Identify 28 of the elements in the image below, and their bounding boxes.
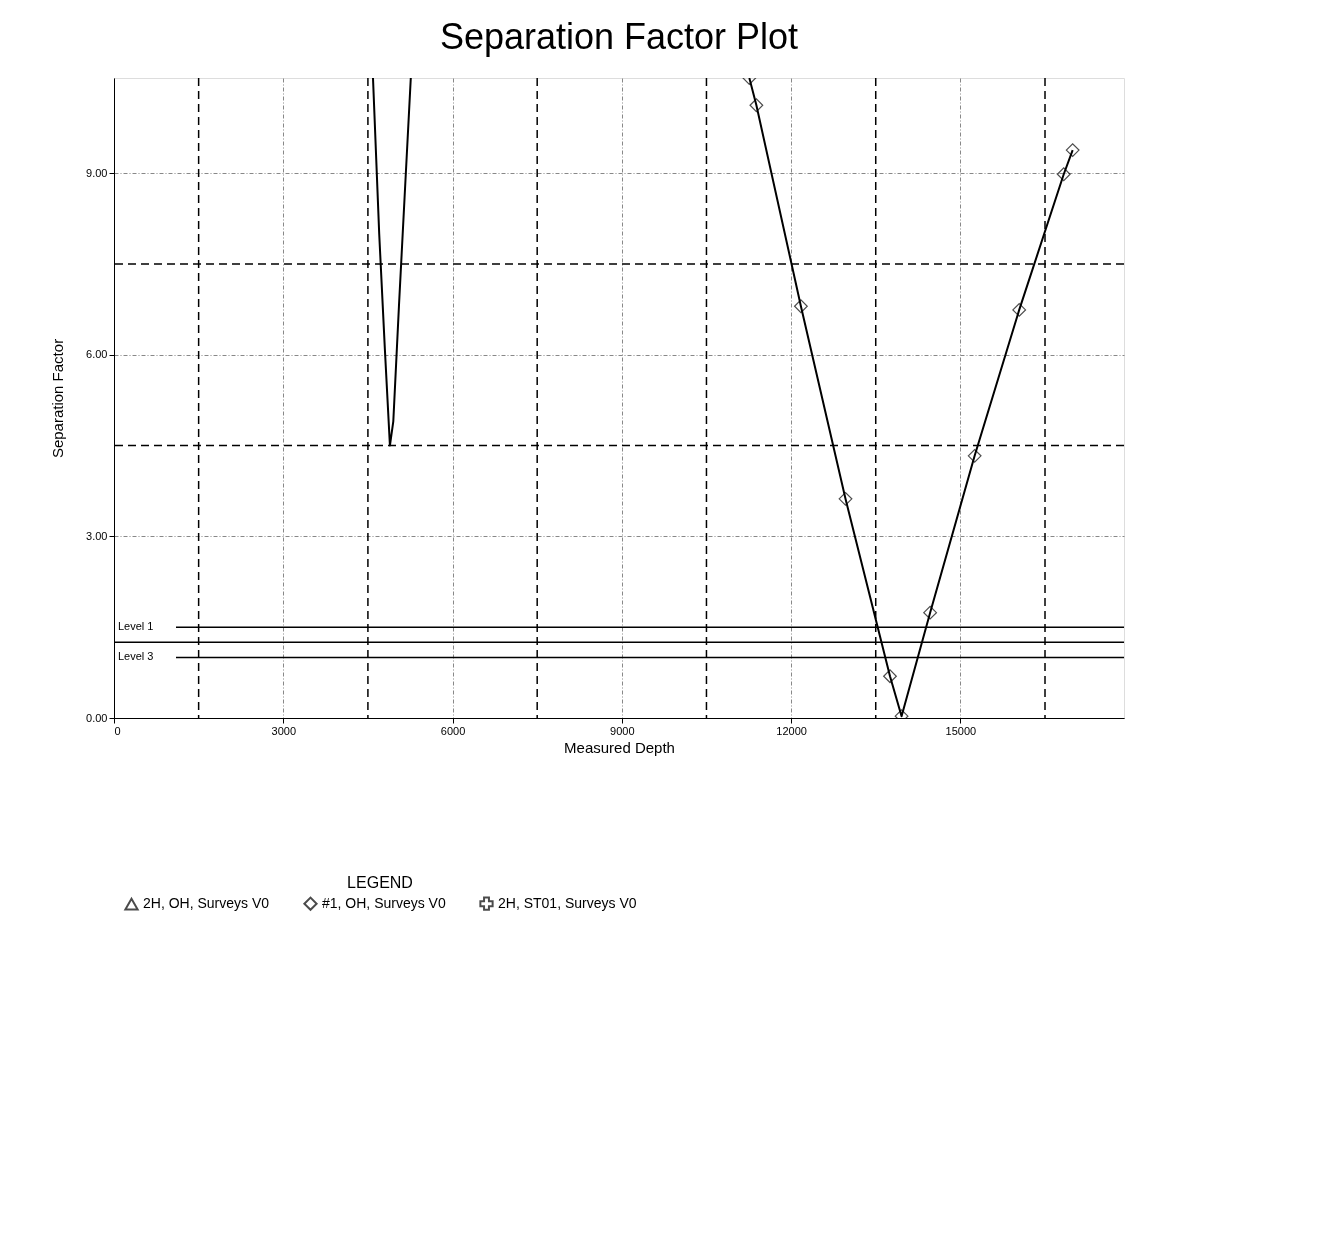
- x-tick-label: 0: [114, 724, 121, 737]
- ref-line-label: Level 1: [118, 620, 154, 633]
- y-tick-label: 3.00: [86, 529, 108, 542]
- y-axis-title: Separation Factor: [49, 338, 67, 459]
- y-tick-label: 9.00: [86, 166, 108, 179]
- point: [1056, 167, 1071, 182]
- ref-line-label: Level 3: [118, 650, 154, 663]
- point: [883, 669, 897, 684]
- x-axis-title: Measured Depth: [564, 738, 675, 756]
- legend-label: 2H, ST01, Surveys V0: [498, 894, 637, 911]
- legend-label: 2H, OH, Surveys V0: [143, 895, 270, 912]
- x-tick-label: 15000: [945, 724, 977, 737]
- y-tick-label: 0.00: [86, 711, 108, 724]
- x-tick-label: 9000: [610, 724, 635, 737]
- chart-title: Separation Factor Plot: [439, 16, 799, 58]
- legend-title: LEGEND: [347, 874, 413, 891]
- point: [793, 299, 808, 314]
- x-tick-label: 3000: [271, 724, 297, 737]
- x-tick-label: 6000: [440, 724, 466, 737]
- x-tick-label: 12000: [776, 724, 807, 737]
- point: [1065, 143, 1080, 157]
- point: [838, 491, 853, 506]
- point: [749, 98, 764, 113]
- point: [967, 448, 982, 463]
- point: [923, 605, 938, 620]
- point: [1012, 302, 1027, 317]
- legend-label: #1, OH, Surveys V0: [322, 894, 446, 911]
- y-tick-label: 6.00: [86, 348, 108, 361]
